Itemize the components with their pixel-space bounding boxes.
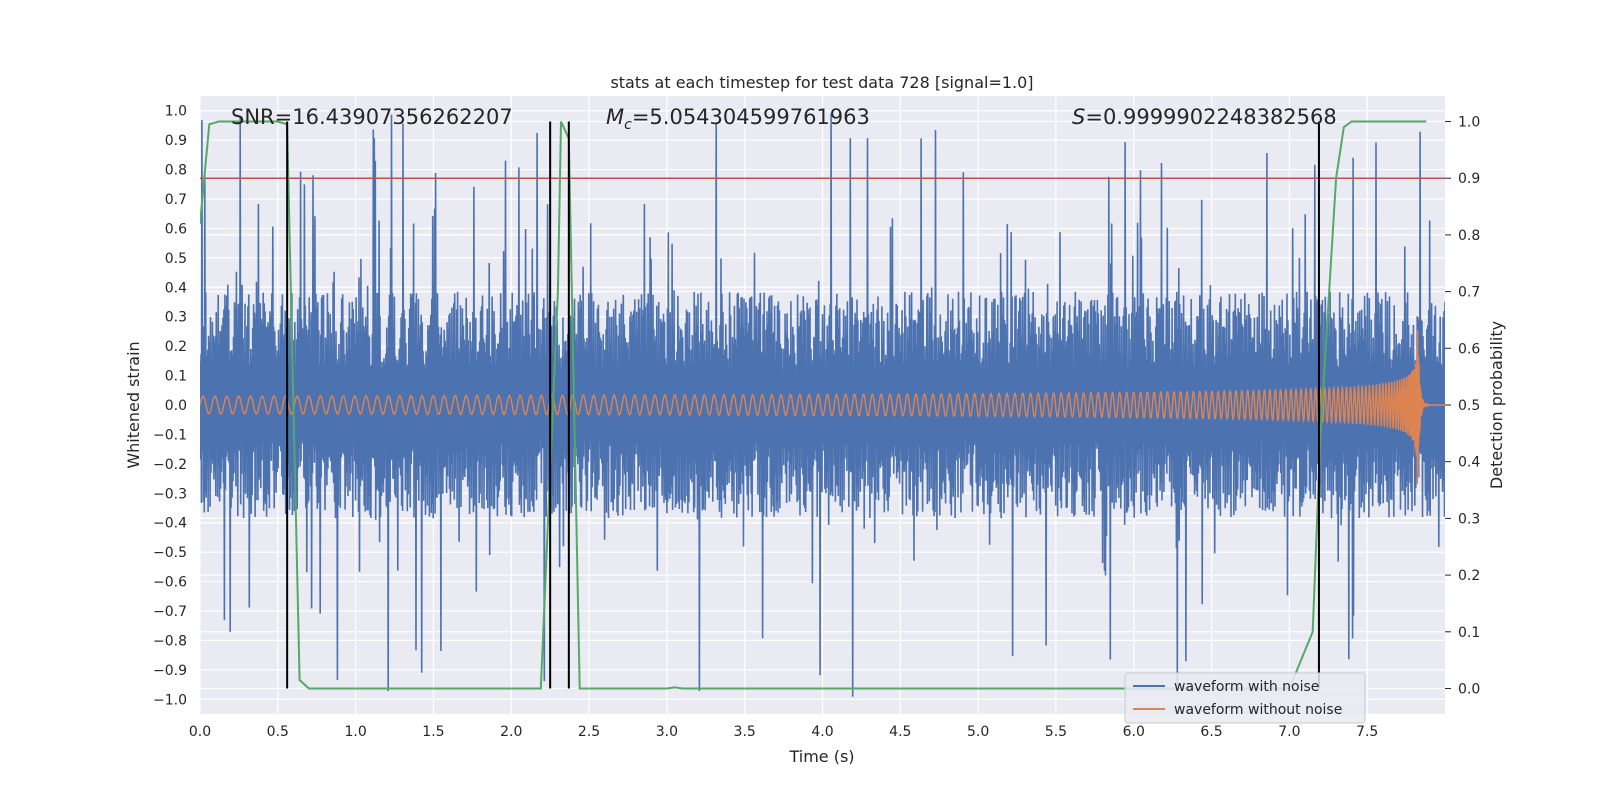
legend: waveform with noise waveform without noi…	[1124, 672, 1366, 724]
x-tick-label: 7.5	[1356, 724, 1378, 740]
right-axis-label: Detection probability	[1487, 321, 1506, 489]
x-tick-label: 3.5	[734, 724, 756, 740]
x-tick-label: 5.0	[967, 724, 989, 740]
y-tick-label: 0.0	[165, 398, 187, 414]
y-tick-label: 0.7	[165, 192, 187, 208]
x-tick-label: 0.0	[189, 724, 211, 740]
y-tick-label: −0.6	[153, 575, 187, 591]
chirp-mass-subscript: c	[624, 117, 632, 133]
chirp-mass-symbol: M	[606, 105, 624, 129]
y-tick-label: −0.5	[153, 545, 187, 561]
series-waveform-with-noise	[200, 113, 1445, 697]
legend-box	[1124, 672, 1366, 724]
chirp-mass-value: =5.054304599761963	[632, 105, 870, 129]
y-tick-label: 0.6	[165, 221, 187, 237]
x-tick-label: 2.5	[578, 724, 600, 740]
y-tick-label: 0.1	[165, 369, 187, 385]
x-tick-label: 7.0	[1278, 724, 1300, 740]
x-tick-label: 3.0	[656, 724, 678, 740]
x-tick-label: 6.5	[1200, 724, 1222, 740]
score-annotation: S=0.9999902248382568	[1072, 105, 1337, 129]
y-tick-label: 0.4	[165, 280, 187, 296]
y-tick-label: −0.4	[153, 516, 187, 532]
series-waveform-without-noise	[200, 329, 1445, 484]
series-detection-probability	[200, 120, 1427, 690]
y-tick-label: 0.5	[165, 251, 187, 267]
right-tick-label: 0.9	[1458, 171, 1480, 187]
y-tick-label: −0.8	[153, 633, 187, 649]
x-axis-label: Time (s)	[788, 747, 854, 766]
right-tick-label: 0.1	[1458, 625, 1480, 641]
chirp-mass-annotation: Mc=5.054304599761963	[606, 105, 870, 133]
legend-label-noise: waveform with noise	[1174, 679, 1319, 695]
y-tick-label: −0.1	[153, 427, 187, 443]
y-tick-label: −1.0	[153, 692, 187, 708]
right-tick-label: 0.4	[1458, 455, 1480, 471]
y-tick-label: −0.9	[153, 663, 187, 679]
x-axis-ticks: 0.0 0.5 1.0 1.5 2.0 2.5 3.0 3.5 4.0 4.5 5.0 5.5 6.0 6…	[189, 724, 1378, 740]
y-tick-label: 0.8	[165, 163, 187, 179]
x-tick-label: 4.0	[811, 724, 833, 740]
score-symbol: S	[1072, 105, 1085, 129]
y-axis-label: Whitened strain	[124, 341, 143, 468]
x-tick-label: 1.0	[344, 724, 366, 740]
x-tick-label: 0.5	[267, 724, 289, 740]
right-tick-label: 0.8	[1458, 228, 1480, 244]
right-tick-label: 0.6	[1458, 341, 1480, 357]
right-tick-label: 1.0	[1458, 115, 1480, 131]
right-tick-label: 0.7	[1458, 285, 1480, 301]
x-tick-label: 4.5	[889, 724, 911, 740]
x-tick-label: 2.0	[500, 724, 522, 740]
y-tick-label: 0.3	[165, 310, 187, 326]
x-tick-label: 1.5	[422, 724, 444, 740]
x-tick-label: 6.0	[1123, 724, 1145, 740]
x-tick-label: 5.5	[1045, 724, 1067, 740]
y-axis-ticks: 1.0 0.9 0.8 0.7 0.6 0.5 0.4 0.3 0.2 0.1 0.0 −0.1 −0.…	[153, 104, 187, 709]
y-tick-label: −0.2	[153, 457, 187, 473]
right-tick-label: 0.5	[1458, 398, 1480, 414]
right-tick-label: 0.2	[1458, 568, 1480, 584]
right-axis-ticks: 1.0 0.9 0.8 0.7 0.6 0.5 0.4 0.3 0.2 0.1 0.0	[1445, 115, 1480, 697]
legend-label-clean: waveform without noise	[1174, 702, 1342, 718]
y-tick-label: 0.2	[165, 339, 187, 355]
y-tick-label: −0.7	[153, 604, 187, 620]
chart-title: stats at each timestep for test data 728…	[610, 73, 1033, 92]
snr-annotation: SNR=16.43907356262207	[231, 105, 513, 129]
right-tick-label: 0.0	[1458, 681, 1480, 697]
y-tick-label: −0.3	[153, 486, 187, 502]
series-layer	[200, 113, 1445, 697]
y-tick-label: 1.0	[165, 104, 187, 120]
score-value: =0.9999902248382568	[1085, 105, 1336, 129]
y-tick-label: 0.9	[165, 133, 187, 149]
right-tick-label: 0.3	[1458, 511, 1480, 527]
